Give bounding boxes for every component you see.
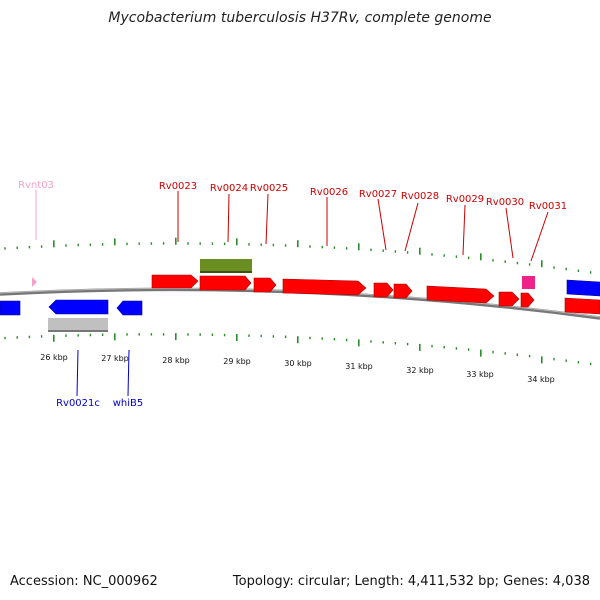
gene-rv0025[interactable] xyxy=(253,277,277,293)
upper-tick-row xyxy=(4,237,592,274)
scale-label-34kbp: 34 kbp xyxy=(527,375,555,384)
label-leader-lines xyxy=(35,190,549,397)
label-rv0023[interactable]: Rv0023 xyxy=(159,181,197,192)
gene-whib5[interactable] xyxy=(116,300,143,316)
label-rv0031[interactable]: Rv0031 xyxy=(529,201,567,212)
scale-labels: 26 kbp 27 kbp 28 kbp 29 kbp 30 kbp 31 kb… xyxy=(40,353,555,384)
gene-rv0029[interactable] xyxy=(426,285,495,304)
scale-label-32kbp: 32 kbp xyxy=(406,366,434,375)
gene-rv0024[interactable] xyxy=(199,275,252,291)
misc-feature-magenta[interactable] xyxy=(522,276,535,289)
genome-title: Mycobacterium tuberculosis H37Rv, comple… xyxy=(108,10,492,26)
scale-label-27kbp: 27 kbp xyxy=(101,354,129,363)
feature-track xyxy=(0,259,600,332)
scale-label-30kbp: 30 kbp xyxy=(284,359,312,368)
scale-label-28kbp: 28 kbp xyxy=(162,356,190,365)
pseudo-feature-shadow xyxy=(48,330,108,332)
scale-label-26kbp: 26 kbp xyxy=(40,353,68,362)
label-rv0026[interactable]: Rv0026 xyxy=(310,187,348,198)
label-rv0024[interactable]: Rv0024 xyxy=(210,183,248,194)
accession-text: Accession: NC_000962 xyxy=(10,574,158,589)
repeat-region-feature[interactable] xyxy=(200,259,252,272)
scale-label-29kbp: 29 kbp xyxy=(223,357,251,366)
label-rv0028[interactable]: Rv0028 xyxy=(401,191,439,202)
gene-right-reverse[interactable] xyxy=(566,279,600,297)
gene-right-forward[interactable] xyxy=(564,297,600,315)
label-rv0021c[interactable]: Rv0021c xyxy=(56,398,100,409)
gene-rv0027[interactable] xyxy=(373,282,394,298)
label-rv0025[interactable]: Rv0025 xyxy=(250,183,288,194)
genome-summary-text: Topology: circular; Length: 4,411,532 bp… xyxy=(232,574,590,589)
gene-rv0023[interactable] xyxy=(151,274,199,289)
gene-left-reverse[interactable] xyxy=(0,300,21,316)
label-rv0029[interactable]: Rv0029 xyxy=(446,194,484,205)
scale-label-31kbp: 31 kbp xyxy=(345,362,373,371)
label-whib5[interactable]: whiB5 xyxy=(113,398,144,409)
repeat-region-shadow xyxy=(200,271,252,273)
gene-rv0021c[interactable] xyxy=(48,299,109,315)
gene-rv0031[interactable] xyxy=(520,292,535,308)
gene-rv0026[interactable] xyxy=(282,278,367,296)
gene-labels: Rvnt03 Rv0023 Rv0024 Rv0025 Rv0026 Rv002… xyxy=(18,180,567,409)
lower-tick-row xyxy=(4,333,592,366)
label-rv0027[interactable]: Rv0027 xyxy=(359,189,397,200)
label-rvnt03[interactable]: Rvnt03 xyxy=(18,180,54,191)
label-rv0030[interactable]: Rv0030 xyxy=(486,197,524,208)
pseudo-feature[interactable] xyxy=(48,318,108,331)
rnt-feature-marker[interactable] xyxy=(32,277,37,287)
scale-label-33kbp: 33 kbp xyxy=(466,370,494,379)
gene-rv0028[interactable] xyxy=(393,283,413,299)
gene-rv0030[interactable] xyxy=(498,291,520,307)
